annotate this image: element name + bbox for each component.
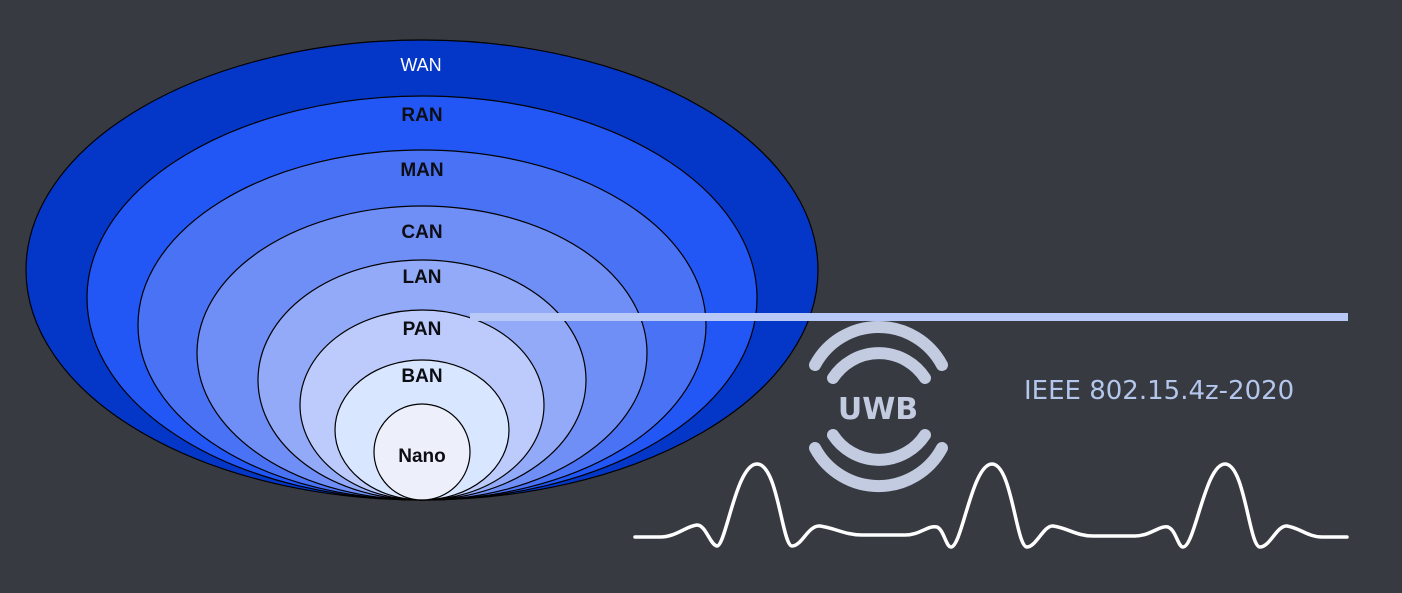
ring-label-lan: LAN [402, 267, 441, 288]
ring-label-ran: RAN [401, 105, 442, 126]
ring-labels: WAN RAN MAN CAN LAN PAN BAN Nano [398, 55, 446, 467]
ring-label-wan: WAN [400, 55, 441, 75]
uwb-inner-arc-bottom [827, 429, 931, 466]
standard-label: IEEE 802.15.4z-2020 [1024, 376, 1294, 406]
ring-label-can: CAN [401, 222, 442, 243]
uwb-logo: UWB [809, 320, 948, 493]
ring-label-ban: BAN [401, 366, 442, 387]
uwb-inner-arc-top [827, 347, 931, 384]
uwb-label: UWB [838, 392, 918, 427]
ring-label-pan: PAN [403, 319, 442, 340]
uwb-outer-arc-top [809, 320, 948, 371]
uwb-outer-arc-bottom [809, 442, 948, 493]
ring-label-man: MAN [400, 160, 443, 181]
uwb-pulse-waveform [633, 462, 1349, 549]
ring-label-nano: Nano [398, 446, 446, 467]
ring-nano [373, 403, 471, 501]
